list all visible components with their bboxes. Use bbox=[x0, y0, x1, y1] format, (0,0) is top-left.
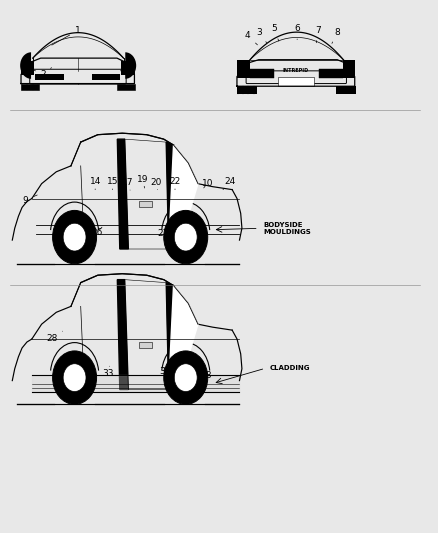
Circle shape bbox=[163, 211, 207, 264]
Text: 35: 35 bbox=[159, 367, 170, 376]
Text: 24: 24 bbox=[223, 177, 236, 190]
Text: 6: 6 bbox=[293, 25, 299, 39]
Text: 3: 3 bbox=[255, 28, 266, 43]
Wedge shape bbox=[20, 52, 31, 79]
Bar bbox=[92, 74, 120, 80]
Text: 27: 27 bbox=[157, 226, 168, 238]
Bar bbox=[21, 61, 34, 75]
Text: 2: 2 bbox=[40, 68, 51, 79]
Text: 17: 17 bbox=[122, 178, 133, 190]
Bar bbox=[237, 86, 256, 94]
Text: 10: 10 bbox=[201, 179, 212, 188]
Polygon shape bbox=[166, 142, 178, 249]
Text: 37: 37 bbox=[180, 368, 192, 377]
Text: 8: 8 bbox=[331, 28, 339, 43]
Bar bbox=[250, 69, 273, 78]
Text: 14: 14 bbox=[89, 177, 101, 190]
Polygon shape bbox=[117, 280, 128, 390]
Text: 26: 26 bbox=[92, 227, 103, 237]
Circle shape bbox=[53, 351, 96, 405]
Bar bbox=[35, 74, 64, 80]
Bar bbox=[237, 60, 250, 78]
Text: 9: 9 bbox=[22, 195, 37, 205]
Bar bbox=[318, 69, 342, 78]
Bar bbox=[278, 77, 314, 86]
Text: 33: 33 bbox=[102, 366, 114, 378]
Text: 22: 22 bbox=[169, 177, 180, 190]
Bar bbox=[21, 84, 39, 91]
Bar bbox=[116, 84, 134, 91]
Text: 15: 15 bbox=[106, 177, 118, 190]
Text: 20: 20 bbox=[150, 177, 162, 190]
Bar bbox=[139, 342, 151, 348]
Text: 29: 29 bbox=[63, 367, 74, 376]
Circle shape bbox=[63, 364, 86, 392]
Bar bbox=[139, 201, 151, 207]
Text: CLADDING: CLADDING bbox=[269, 365, 310, 372]
Text: 1: 1 bbox=[52, 26, 81, 45]
Text: BODYSIDE
MOULDINGS: BODYSIDE MOULDINGS bbox=[262, 222, 310, 235]
Bar bbox=[336, 86, 355, 94]
Circle shape bbox=[174, 364, 197, 392]
Circle shape bbox=[174, 223, 197, 251]
Text: 19: 19 bbox=[137, 174, 148, 188]
Text: 38: 38 bbox=[199, 370, 211, 379]
Polygon shape bbox=[166, 282, 178, 390]
Bar bbox=[121, 61, 135, 75]
Text: 7: 7 bbox=[314, 26, 320, 43]
Wedge shape bbox=[125, 52, 136, 79]
Polygon shape bbox=[117, 139, 128, 249]
Text: 5: 5 bbox=[271, 25, 278, 41]
Polygon shape bbox=[168, 145, 198, 249]
Circle shape bbox=[163, 351, 207, 405]
Circle shape bbox=[53, 211, 96, 264]
Polygon shape bbox=[168, 286, 198, 390]
Bar bbox=[342, 60, 354, 78]
Text: 28: 28 bbox=[46, 331, 62, 343]
Circle shape bbox=[63, 223, 86, 251]
Text: 4: 4 bbox=[244, 31, 257, 45]
Text: INTREPID: INTREPID bbox=[282, 68, 308, 73]
